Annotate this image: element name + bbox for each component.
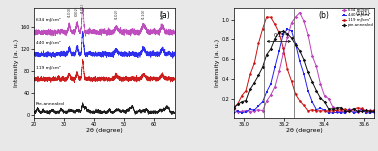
Text: (110): (110) [141,8,146,19]
Text: 440 mJ/cm²: 440 mJ/cm² [36,41,60,45]
X-axis label: 2θ (degree): 2θ (degree) [285,128,322,133]
Text: (101): (101) [355,11,370,16]
Text: Pre-annealed: Pre-annealed [36,102,64,106]
X-axis label: 2θ (degree): 2θ (degree) [86,128,123,133]
Text: 0.15°: 0.15° [273,33,287,38]
Text: 119 mJ/cm²: 119 mJ/cm² [36,66,60,70]
Y-axis label: Intensity (a. u.): Intensity (a. u.) [215,39,220,87]
Text: (b): (b) [318,11,329,20]
Legend: 634 mJ/cm², 440 mJ/cm², 119 mJ/cm², pre-annealed: 634 mJ/cm², 440 mJ/cm², 119 mJ/cm², pre-… [341,8,374,28]
Text: (101): (101) [81,2,85,13]
Text: (103): (103) [160,8,164,19]
Text: (002): (002) [75,5,79,16]
Text: 634 mJ/cm²: 634 mJ/cm² [36,18,60,22]
Y-axis label: Intensity (a. u.): Intensity (a. u.) [14,39,19,87]
Text: (102): (102) [114,8,118,19]
Text: (100): (100) [67,6,71,17]
Text: (a): (a) [160,11,170,20]
